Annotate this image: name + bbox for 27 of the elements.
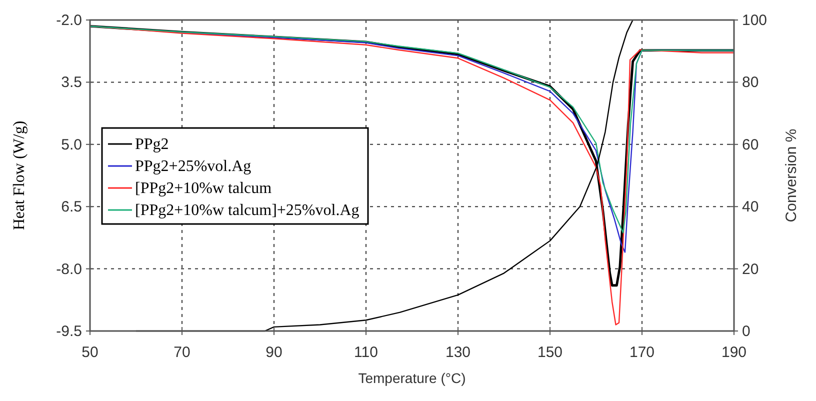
y-tick-label: 6.5 [61, 198, 82, 216]
y2-tick-label: 20 [742, 260, 759, 278]
y-tick-label: -2.0 [56, 12, 82, 29]
y2-tick-label: 40 [742, 198, 759, 216]
x-tick-label: 150 [537, 344, 563, 361]
x-tick-label: 130 [445, 344, 471, 361]
legend-label: [PPg2+10%w talcum [135, 180, 272, 197]
x-tick-label: 70 [174, 344, 190, 361]
y2-axis-title: Conversion % [783, 128, 800, 222]
y-tick-label: -8.0 [56, 260, 82, 278]
x-tick-label: 110 [354, 344, 378, 361]
y-axis-title: Heat Flow (W/g) [11, 120, 28, 230]
legend-label: PPg2+25%vol.Ag [135, 158, 252, 175]
y-tick-label: 3.5 [61, 74, 82, 92]
x-tick-label: 50 [82, 344, 98, 361]
x-tick-label: 170 [629, 344, 655, 361]
legend-label: PPg2 [135, 136, 169, 153]
x-axis-title: Temperature (°C) [358, 370, 466, 386]
x-tick-label: 90 [266, 344, 282, 361]
y2-tick-label: 100 [742, 12, 768, 29]
x-tick-label: 190 [721, 344, 747, 361]
y-tick-label: 5.0 [61, 136, 82, 154]
y2-tick-label: 80 [742, 74, 759, 92]
y-tick-label: -9.5 [56, 323, 82, 340]
y2-tick-label: 60 [742, 136, 759, 154]
y2-tick-label: 0 [742, 323, 750, 340]
legend-label: [PPg2+10%w talcum]+25%vol.Ag [135, 202, 360, 219]
